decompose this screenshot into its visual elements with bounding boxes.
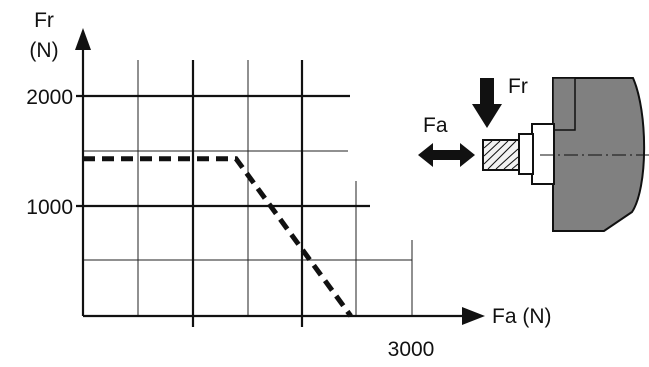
shaft-inset: Fr Fa [418,75,649,232]
y-tick-label-2000: 2000 [26,86,73,109]
inset-fr-label: Fr [508,75,528,98]
shaft-collar [531,123,555,185]
major-grid [76,60,370,327]
minor-grid [83,60,413,316]
y-axis-arrow [75,28,91,50]
fa-double-arrow-icon [418,143,475,167]
y-tick-label-1000: 1000 [26,196,73,219]
thread-hatch [483,140,519,170]
y-axis-label-line2: (N) [29,39,58,62]
x-axis-label: Fa (N) [492,305,552,328]
inset-fa-label: Fa [423,114,448,137]
axes [81,48,468,318]
y-axis-label-line1: Fr [34,9,54,32]
series-line [83,156,353,318]
fr-arrow-icon [472,78,502,128]
housing-step [552,77,576,131]
x-axis-arrow [462,307,485,325]
shaft-step [518,133,534,175]
x-tick-label-3000: 3000 [388,338,435,361]
